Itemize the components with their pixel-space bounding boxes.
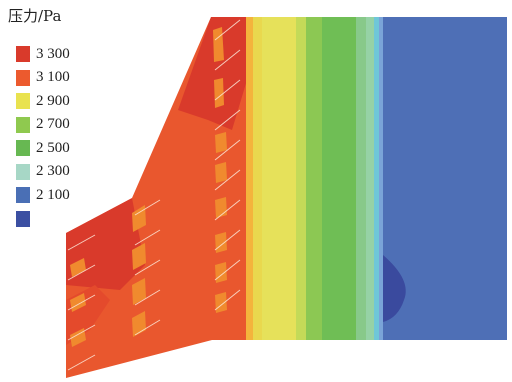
contour-region-high-pressure-top: [178, 17, 250, 130]
legend-label: 2 500: [36, 139, 70, 156]
legend-label: 2 300: [36, 163, 70, 179]
legend-item: 2 100: [16, 184, 70, 206]
legend-swatch: [16, 187, 30, 203]
contour-band-mint: [366, 17, 374, 350]
contour-band-yellow-orange: [253, 17, 262, 350]
contour-field: [66, 17, 507, 378]
legend-label: 2 900: [36, 92, 70, 109]
legend-swatch: [16, 46, 30, 62]
inlet-jet-streaks: [70, 27, 227, 347]
contour-band-cyan: [374, 17, 379, 350]
legend-label: 3 300: [36, 45, 70, 62]
contour-band-light-blue: [379, 17, 383, 350]
legend-item: 2 900: [16, 90, 70, 112]
legend-swatch: [16, 93, 30, 109]
legend-label: 3 100: [36, 69, 70, 85]
contour-region-high-pressure-lower: [66, 198, 145, 290]
contour-region-low-pressure: [383, 255, 406, 322]
legend-item: [16, 208, 36, 230]
legend-item: 2 500: [16, 137, 70, 159]
legend-swatch: [16, 140, 30, 156]
legend-swatch: [16, 210, 30, 227]
contour-band-yellow-green: [296, 17, 306, 350]
legend-label: 2 700: [36, 116, 70, 132]
contour-band-green: [322, 17, 356, 350]
contour-band-orange: [246, 17, 253, 350]
inlet-slot-lines: [67, 19, 241, 371]
legend-swatch: [16, 116, 30, 133]
legend-item: 2 300: [16, 161, 70, 183]
legend-item: 3 100: [16, 67, 70, 89]
contour-band-light-green: [306, 17, 322, 350]
contour-band-yellow: [262, 17, 296, 350]
legend-item: 2 700: [16, 114, 70, 136]
legend-item: 3 300: [16, 43, 70, 65]
legend-label: 2 100: [36, 186, 70, 203]
contour-band-green-mint: [356, 17, 366, 350]
legend-swatch: [16, 69, 30, 86]
legend-swatch: [16, 163, 30, 180]
legend-title: 压力/Pa: [8, 7, 62, 25]
